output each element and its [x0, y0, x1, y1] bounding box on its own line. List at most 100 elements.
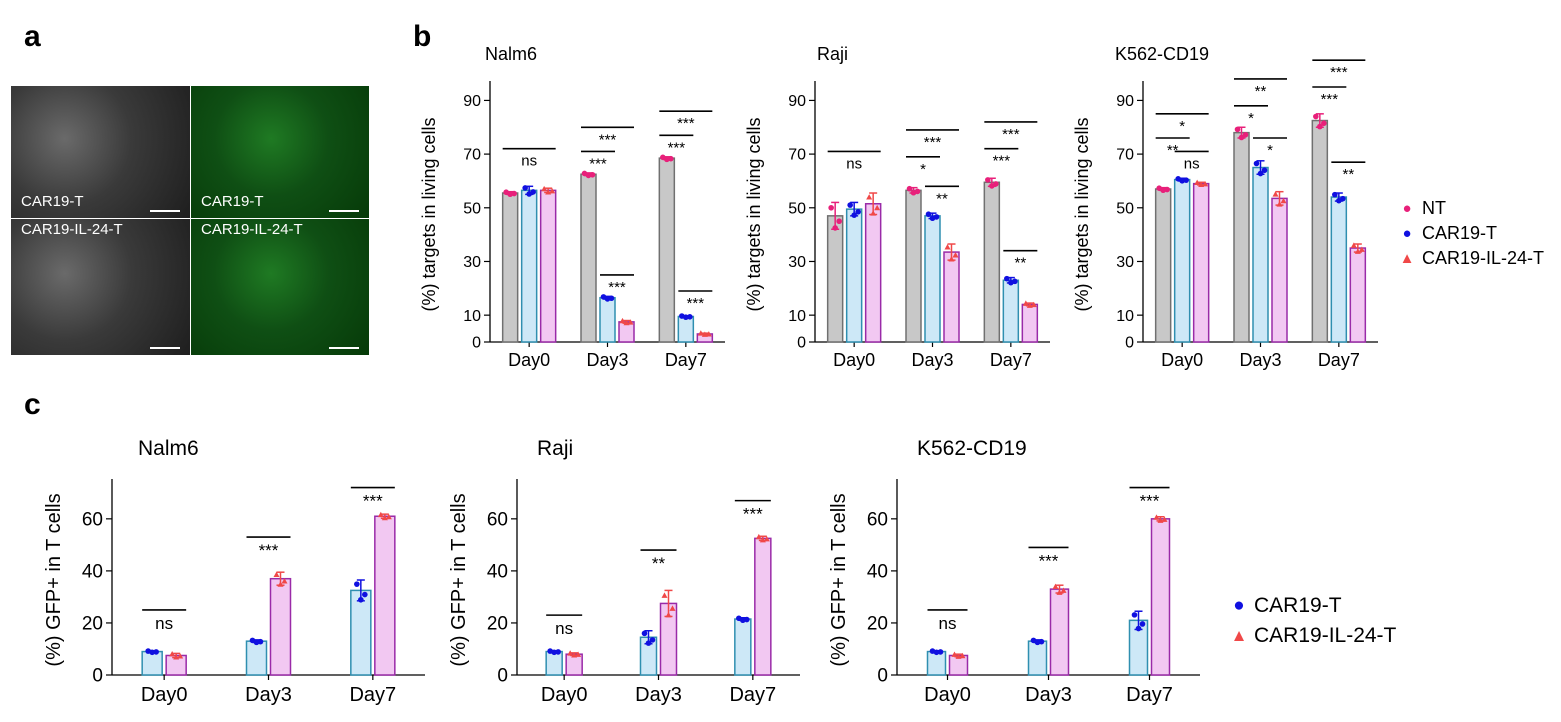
data-point — [277, 581, 284, 587]
significance-label: *** — [668, 139, 686, 156]
data-point — [985, 177, 991, 183]
legend-label: NT — [1422, 198, 1446, 218]
significance-label: ns — [155, 614, 173, 633]
scale-bar — [150, 210, 180, 212]
data-point — [1358, 246, 1365, 252]
chart-title: Raji — [817, 44, 848, 64]
y-axis-label: (%) targets in living cells — [1072, 117, 1092, 311]
micrograph-car19-gfp: CAR19-T — [190, 85, 370, 219]
significance-label: ns — [555, 619, 573, 638]
legend-item: ● NT — [1398, 198, 1544, 219]
data-point — [641, 630, 648, 637]
chart-b-nalm6: Nalm6 0 10 30 50 70 90 (%) targets in living ce… — [419, 44, 725, 370]
significance-label: *** — [743, 505, 763, 524]
data-point — [1135, 625, 1142, 632]
data-point — [1280, 197, 1287, 204]
x-tick-label: Day7 — [665, 350, 707, 370]
micrograph-label: CAR19-T — [201, 193, 264, 210]
significance-label: *** — [677, 115, 695, 132]
data-point — [1272, 191, 1279, 197]
data-point — [1202, 180, 1209, 187]
y-tick-label: 20 — [867, 614, 888, 635]
y-tick-label: 10 — [463, 308, 481, 325]
chart-title: K562-CD19 — [1115, 44, 1209, 64]
significance-label: ns — [1184, 155, 1200, 172]
legend-marker: ▲ — [1230, 626, 1248, 645]
bar — [943, 251, 960, 343]
legend-marker: ● — [1402, 225, 1412, 242]
data-point — [649, 637, 656, 643]
data-point — [952, 252, 959, 258]
y-tick-label: 70 — [788, 147, 806, 164]
data-point — [567, 650, 574, 656]
legend-label: CAR19-IL-24-T — [1422, 248, 1545, 268]
data-point — [944, 244, 951, 250]
micrograph-car19-il24-brightfield: CAR19-IL-24-T — [10, 218, 191, 356]
data-point — [507, 191, 513, 198]
y-tick-label: 40 — [867, 562, 888, 583]
legend-label: CAR19-IL-24-T — [1254, 624, 1397, 647]
x-tick-label: Day0 — [541, 684, 588, 706]
data-point — [1131, 612, 1138, 618]
y-axis-label: (%) targets in living cells — [744, 117, 764, 311]
data-point — [604, 296, 611, 302]
y-tick-label: 10 — [1116, 308, 1134, 325]
y-tick-label: 50 — [788, 200, 806, 217]
chart-c-nalm6: Nalm6 0 20 40 60 (%) GFP+ in T cells Day0 Day3 D… — [43, 437, 425, 706]
data-point — [575, 651, 582, 657]
y-tick-label: 90 — [788, 93, 806, 110]
bar — [1049, 588, 1070, 676]
significance-label: ns — [521, 153, 537, 170]
bar — [350, 589, 372, 676]
data-point — [832, 225, 838, 231]
bar — [905, 189, 922, 343]
bar — [501, 192, 519, 343]
data-point — [929, 215, 936, 222]
data-point — [1052, 583, 1059, 589]
scale-bar — [329, 347, 359, 349]
legend-item: ▲ CAR19-IL-24-T — [1230, 624, 1397, 648]
y-tick-label: 20 — [487, 614, 508, 635]
y-tick-label: 60 — [487, 509, 508, 530]
significance-label: *** — [608, 279, 626, 296]
data-point — [571, 652, 578, 658]
bar — [677, 315, 695, 343]
significance-label: ns — [939, 614, 957, 633]
data-point — [910, 189, 917, 196]
legend-item: ● CAR19-T — [1230, 594, 1396, 618]
significance-label: *** — [993, 153, 1011, 170]
bar — [1002, 279, 1020, 343]
chart-b-raji: Raji 0 10 30 50 70 90 (%) targets in living cel… — [744, 44, 1050, 370]
data-point — [763, 535, 770, 542]
y-tick-label: 70 — [1116, 147, 1134, 164]
bar — [245, 640, 268, 676]
x-tick-label: Day7 — [729, 684, 776, 706]
data-point — [705, 331, 712, 337]
significance-label: * — [1267, 142, 1273, 159]
micrograph-car19-il24-gfp: CAR19-IL-24-T — [190, 218, 370, 356]
data-point — [585, 172, 592, 179]
x-tick-label: Day3 — [1025, 684, 1072, 706]
data-point — [149, 649, 155, 656]
bar — [826, 215, 844, 343]
data-point — [526, 191, 532, 197]
data-point — [847, 202, 853, 208]
bar — [1192, 182, 1210, 343]
bar — [1021, 303, 1039, 343]
x-tick-label: Day3 — [635, 684, 682, 706]
bar — [374, 515, 396, 676]
data-point — [1257, 170, 1264, 177]
y-tick-label: 0 — [472, 335, 481, 352]
data-point — [1008, 279, 1014, 286]
data-point — [664, 156, 670, 163]
data-point — [740, 617, 746, 624]
significance-label: *** — [1321, 91, 1339, 108]
data-point — [1261, 167, 1268, 174]
data-point — [381, 514, 388, 521]
bar — [845, 208, 863, 343]
bar — [269, 577, 292, 676]
y-tick-label: 30 — [463, 254, 481, 271]
significance-label: *** — [599, 131, 617, 148]
data-point — [755, 533, 762, 540]
panel-letter-a: a — [24, 20, 41, 53]
